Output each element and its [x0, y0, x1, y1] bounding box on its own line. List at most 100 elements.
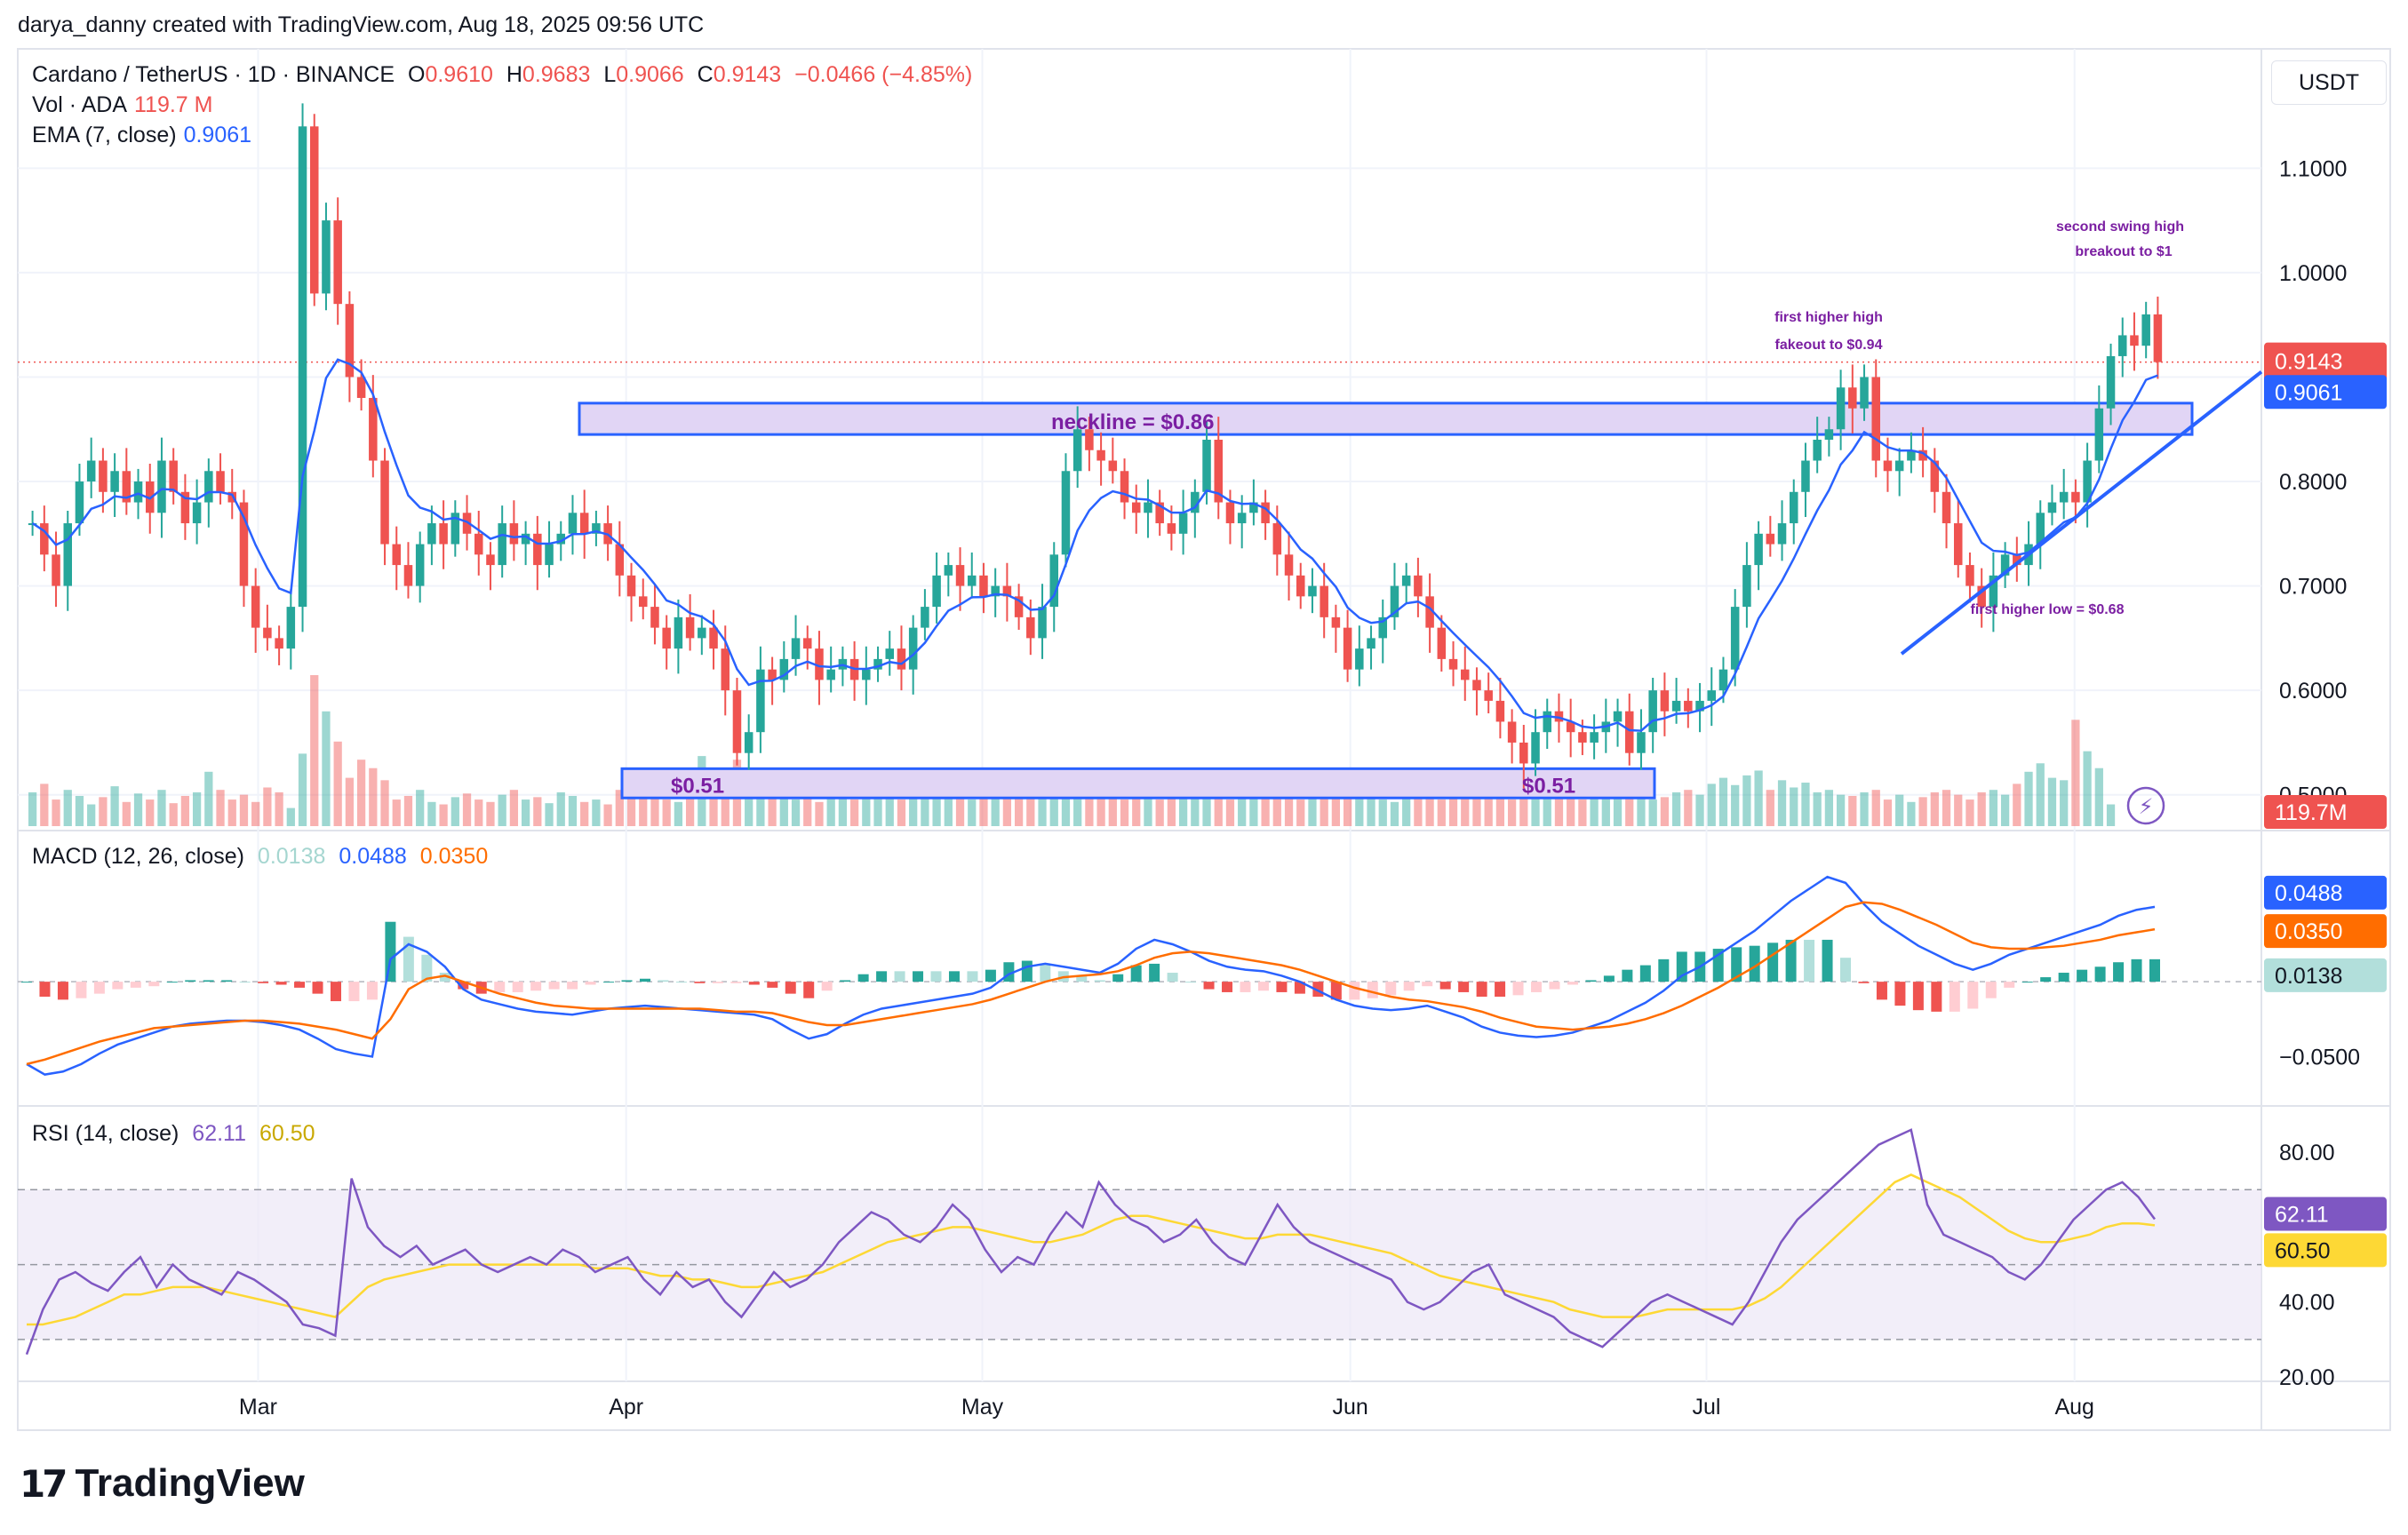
candle-body [63, 523, 73, 586]
candle-body [1754, 533, 1763, 566]
candle-body [955, 565, 965, 586]
volume-bar [1718, 777, 1728, 826]
volume-bar [1343, 790, 1352, 826]
candle-body [1261, 502, 1270, 524]
volume-bar [1977, 791, 1986, 826]
candle-body [568, 513, 578, 534]
macd-histogram-bar [93, 982, 105, 994]
volume-bar [1742, 775, 1751, 826]
candle-body [685, 616, 695, 639]
candle-body [2106, 355, 2116, 409]
hist-badge-bg [2264, 958, 2387, 992]
symbol-title[interactable]: Cardano / TetherUS · 1D · BINANCE [32, 62, 395, 87]
volume-bar [275, 791, 283, 826]
volume-bar [626, 794, 636, 826]
candle-body [1965, 565, 1974, 586]
macd-histogram-bar [530, 982, 542, 991]
volume-bar [1871, 790, 1880, 826]
volume-bar [133, 793, 143, 826]
volume-bar [1930, 791, 1939, 826]
time-tick-label: Aug [2054, 1395, 2093, 1420]
volume-bar [1414, 791, 1423, 826]
signal-badge-bg [2264, 914, 2387, 949]
price-tick-label: 1.1000 [2279, 156, 2347, 181]
volume-bar [1601, 794, 1610, 826]
macd-histogram-bar [258, 982, 269, 983]
volume-bar [2060, 780, 2069, 826]
volume-bar [1531, 791, 1540, 826]
candle-body [885, 648, 895, 659]
volume-bar [1813, 791, 1822, 826]
candle-body [486, 554, 495, 566]
ema-line [31, 358, 2158, 732]
volume-bar [1249, 797, 1258, 826]
macd-histogram-bar [1603, 975, 1615, 982]
volume-bar [944, 791, 953, 826]
rsi-badge: 62.11 [2275, 1203, 2329, 1228]
candle-body [615, 544, 625, 576]
macd-histogram-bar [512, 982, 523, 992]
candle-body [1695, 700, 1704, 712]
volume-bar [838, 794, 848, 826]
macd-histogram-bar [585, 982, 596, 985]
candle-body [579, 513, 589, 534]
candle-body [2083, 460, 2092, 503]
candle-body [1144, 502, 1152, 513]
candle-body [1390, 585, 1399, 617]
rsi-value: 62.11 [192, 1121, 247, 1146]
macd-legend[interactable]: MACD (12, 26, close) 0.0138 0.0488 0.035… [32, 844, 489, 869]
candle-body [1343, 627, 1352, 670]
ema-legend[interactable]: EMA (7, close) 0.9061 [32, 123, 252, 147]
macd-histogram-bar [385, 921, 396, 982]
time-tick-label: May [961, 1395, 1004, 1420]
volume-legend[interactable]: Vol · ADA 119.7 M [32, 92, 213, 117]
macd-histogram-bar [639, 978, 650, 982]
volume-bar [251, 801, 260, 826]
candle-body [157, 460, 166, 513]
volume-bar [63, 790, 72, 826]
tv-logo-icon: 17 [20, 1461, 68, 1506]
candle-body [227, 491, 237, 503]
candle-body [533, 533, 542, 566]
candle-body [815, 648, 824, 680]
candle-body [1401, 575, 1411, 586]
macd-hist-value: 0.0138 [257, 844, 326, 869]
candle-body [921, 607, 929, 628]
candle-body [1237, 513, 1247, 524]
volume-bar [639, 797, 648, 826]
macd-histogram-bar [1385, 982, 1397, 996]
volume-bar [1214, 791, 1223, 826]
candle-body [521, 533, 530, 545]
macd-histogram-bar [1840, 958, 1852, 982]
macd-histogram-bar [1276, 982, 1288, 992]
volume-bar [1425, 797, 1434, 826]
candle-body [251, 585, 260, 628]
candle-body [1824, 429, 1834, 440]
volume-bar [1225, 799, 1235, 826]
volume-bar [2024, 771, 2033, 826]
candle-body [192, 502, 202, 524]
candle-body [638, 596, 648, 608]
volume-bar [392, 799, 401, 826]
macd-histogram-bar [1167, 973, 1178, 982]
volume-bar [921, 797, 929, 826]
macd-histogram-bar [1367, 982, 1378, 998]
candle-body [1953, 523, 1963, 566]
volume-bar [204, 771, 213, 826]
currency-button[interactable]: USDT [2271, 60, 2387, 105]
volume-bar [1178, 791, 1188, 826]
tradingview-logo[interactable]: 17 TradingView [20, 1461, 305, 1506]
candle-body [674, 616, 683, 649]
candle-body [626, 575, 636, 597]
price-panel-frame [17, 48, 2391, 1431]
volume-bar [1695, 794, 1704, 826]
macd-histogram-bar [1531, 982, 1543, 992]
first-hl-label: first higher low = $0.68 [1971, 602, 2125, 617]
candle-body [1131, 502, 1141, 513]
volume-bar [533, 797, 542, 826]
last-price-badge: 0.9143 [2275, 350, 2342, 375]
rsi-legend[interactable]: RSI (14, close) 62.11 60.50 [32, 1121, 315, 1146]
candle-body [1519, 742, 1528, 764]
candle-body [1871, 377, 1881, 461]
